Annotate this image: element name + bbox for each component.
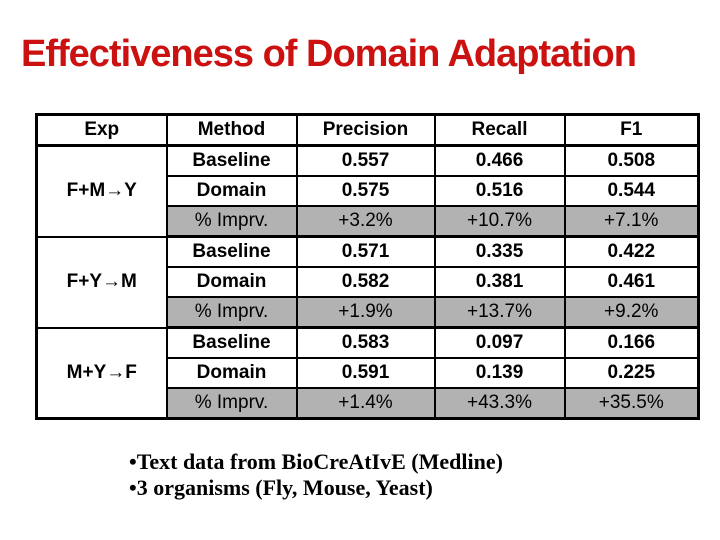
cell-method: % Imprv. [165, 387, 298, 420]
cell-method: Baseline [165, 326, 298, 359]
cell-precision: 0.557 [295, 144, 436, 177]
cell-recall: +10.7% [433, 205, 566, 238]
table-row: M+Y→F Baseline 0.583 0.097 0.166 [35, 326, 700, 420]
cell-f1: 0.166 [563, 326, 700, 359]
bullet-text: 3 organisms (Fly, Mouse, Yeast) [136, 475, 433, 500]
cell-precision: 0.582 [295, 266, 436, 298]
cell-f1: +9.2% [563, 296, 700, 329]
table-row: Domain 0.591 0.139 0.225 [37, 357, 700, 389]
cell-method: Baseline [165, 235, 298, 268]
cell-method: Domain [165, 357, 298, 389]
cell-recall: 0.097 [433, 326, 566, 359]
cell-f1: 0.544 [563, 175, 700, 207]
cell-precision: 0.591 [295, 357, 436, 389]
header-recall: Recall [433, 113, 566, 147]
table-row: Domain 0.582 0.381 0.461 [37, 266, 700, 298]
cell-recall: 0.335 [433, 235, 566, 268]
cell-recall: 0.516 [433, 175, 566, 207]
cell-precision: +1.4% [295, 387, 436, 420]
cell-recall: 0.139 [433, 357, 566, 389]
cell-precision: +3.2% [295, 205, 436, 238]
bullet-icon: • [129, 449, 137, 474]
table-row-improvement: % Imprv. +1.4% +43.3% +35.5% [37, 387, 700, 420]
header-f1: F1 [563, 113, 700, 147]
header-method: Method [165, 113, 298, 147]
bullet-text: Text data from BioCreAtIvE (Medline) [136, 449, 503, 474]
cell-f1: +7.1% [563, 205, 700, 238]
table-row: F+Y→M Baseline 0.571 0.335 0.422 [35, 235, 700, 329]
table-row-improvement: % Imprv. +1.9% +13.7% +9.2% [37, 296, 700, 329]
cell-recall: +13.7% [433, 296, 566, 329]
cell-recall: 0.381 [433, 266, 566, 298]
bullet-item: •3 organisms (Fly, Mouse, Yeast) [129, 475, 503, 501]
cell-method: Domain [165, 266, 298, 298]
table-row: Domain 0.575 0.516 0.544 [37, 175, 700, 207]
slide-title: Effectiveness of Domain Adaptation [21, 33, 637, 75]
cell-method: Baseline [165, 144, 298, 177]
header-precision: Precision [295, 113, 436, 147]
footnotes: •Text data from BioCreAtIvE (Medline) •3… [129, 449, 503, 501]
table-row: F+M→Y Baseline 0.557 0.466 0.508 [35, 144, 700, 238]
exp-group-label: F+Y→M [35, 235, 168, 329]
results-table: Exp Method Precision Recall F1 F+M→Y Bas… [35, 113, 700, 420]
cell-f1: 0.508 [563, 144, 700, 177]
cell-recall: 0.466 [433, 144, 566, 177]
cell-precision: 0.571 [295, 235, 436, 268]
cell-recall: +43.3% [433, 387, 566, 420]
cell-f1: 0.461 [563, 266, 700, 298]
cell-precision: 0.583 [295, 326, 436, 359]
cell-f1: 0.422 [563, 235, 700, 268]
cell-f1: +35.5% [563, 387, 700, 420]
table-row-improvement: % Imprv. +3.2% +10.7% +7.1% [37, 205, 700, 238]
exp-group-label: M+Y→F [35, 326, 168, 420]
header-exp: Exp [35, 113, 168, 147]
table-header-row: Exp Method Precision Recall F1 [35, 113, 700, 147]
cell-method: Domain [165, 175, 298, 207]
bullet-item: •Text data from BioCreAtIvE (Medline) [129, 449, 503, 475]
cell-f1: 0.225 [563, 357, 700, 389]
cell-precision: +1.9% [295, 296, 436, 329]
bullet-icon: • [129, 475, 137, 500]
exp-group-label: F+M→Y [35, 144, 168, 238]
cell-precision: 0.575 [295, 175, 436, 207]
cell-method: % Imprv. [165, 296, 298, 329]
cell-method: % Imprv. [165, 205, 298, 238]
